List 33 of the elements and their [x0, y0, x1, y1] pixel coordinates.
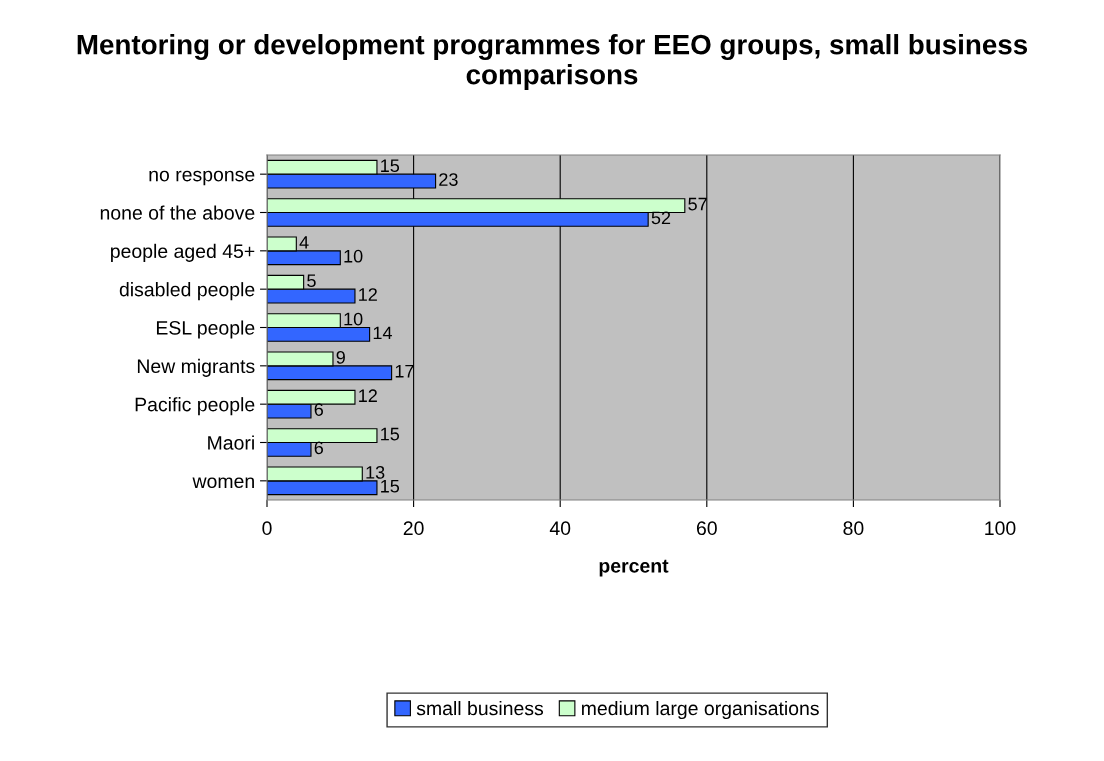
data-label: 10 — [344, 312, 363, 326]
data-label: 14 — [373, 326, 392, 340]
data-label: 13 — [366, 465, 385, 479]
x-tick-label: 100 — [985, 521, 1016, 536]
data-label: 15 — [381, 427, 400, 441]
data-label: 6 — [314, 403, 324, 416]
data-label: 15 — [381, 479, 400, 493]
y-tick-label: ESL people — [156, 320, 255, 339]
data-label: 23 — [439, 173, 458, 186]
data-label: 4 — [299, 236, 309, 249]
data-label: 12 — [359, 389, 377, 402]
y-tick-label: people aged 45+ — [111, 243, 255, 262]
legend-label: small business — [416, 700, 544, 716]
data-label: 12 — [359, 288, 377, 301]
chart-title: Mentoring or development programmes for EEO groups, small business comparisons — [77, 34, 1028, 90]
x-tick-label: 80 — [843, 521, 864, 536]
y-tick-label: disabled people — [119, 282, 255, 301]
y-tick-label: women — [192, 477, 254, 489]
x-tick-label: 0 — [262, 521, 272, 536]
data-label: 5 — [307, 274, 316, 288]
x-axis-title: percent — [599, 559, 669, 577]
y-tick-label: New migrants — [137, 358, 255, 377]
y-tick-label: no response — [149, 170, 255, 186]
y-tick-label: Pacific people — [135, 397, 255, 416]
legend-label: medium large organisations — [581, 700, 819, 720]
x-tick-label: 40 — [549, 521, 571, 536]
data-label: 9 — [336, 350, 345, 364]
data-label: 10 — [344, 249, 363, 263]
x-tick-label: 20 — [403, 521, 424, 536]
y-tick-label: Maori — [208, 435, 254, 450]
x-tick-label: 60 — [696, 521, 717, 536]
data-label: 15 — [381, 159, 400, 173]
y-tick-label: none of the above — [100, 205, 255, 220]
